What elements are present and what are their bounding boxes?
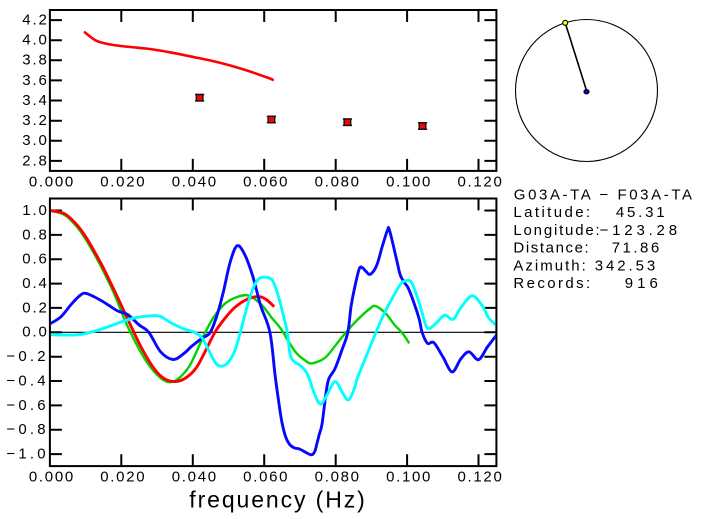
svg-text:3.8: 3.8 — [22, 52, 49, 69]
svg-text:0.020: 0.020 — [100, 469, 146, 486]
svg-text:0.080: 0.080 — [315, 173, 361, 190]
svg-text:−1.0: −1.0 — [6, 446, 48, 463]
svg-text:2.8: 2.8 — [22, 152, 49, 169]
svg-text:0.020: 0.020 — [100, 173, 146, 190]
svg-text:3.0: 3.0 — [22, 132, 49, 149]
svg-text:3.2: 3.2 — [22, 112, 49, 129]
svg-text:0.6: 0.6 — [22, 251, 49, 268]
svg-text:0.100: 0.100 — [386, 469, 432, 486]
svg-text:0.0: 0.0 — [22, 324, 49, 341]
svg-text:71.86: 71.86 — [612, 240, 662, 257]
svg-text:916: 916 — [625, 275, 662, 292]
svg-text:4.0: 4.0 — [22, 32, 49, 49]
svg-text:45.31: 45.31 — [616, 204, 668, 221]
svg-text:0.060: 0.060 — [243, 173, 289, 190]
svg-text:0.4: 0.4 — [22, 275, 49, 292]
svg-text:0.040: 0.040 — [172, 469, 218, 486]
svg-text:−0.8: −0.8 — [6, 421, 48, 438]
svg-text:342.53: 342.53 — [595, 257, 658, 274]
svg-text:−0.6: −0.6 — [6, 397, 48, 414]
svg-text:G03A-TA − F03A-TA: G03A-TA − F03A-TA — [514, 186, 695, 203]
svg-text:Records:: Records: — [513, 275, 592, 292]
svg-text:0.8: 0.8 — [22, 226, 49, 243]
svg-text:Latitude:: Latitude: — [513, 204, 592, 221]
svg-text:0.120: 0.120 — [457, 469, 503, 486]
svg-text:3.6: 3.6 — [22, 72, 49, 89]
svg-text:3.4: 3.4 — [22, 92, 49, 109]
svg-text:0.000: 0.000 — [29, 173, 75, 190]
svg-text:frequency (Hz): frequency (Hz) — [189, 487, 366, 513]
svg-text:Longitude:: Longitude: — [513, 222, 601, 239]
svg-text:0.120: 0.120 — [457, 173, 503, 190]
svg-text:4.2: 4.2 — [22, 12, 49, 29]
svg-text:0.000: 0.000 — [29, 469, 75, 486]
svg-text:1.0: 1.0 — [22, 202, 49, 219]
svg-text:Distance:: Distance: — [513, 240, 590, 257]
svg-text:Azimuth:: Azimuth: — [513, 257, 587, 274]
svg-text:−0.2: −0.2 — [6, 348, 48, 365]
svg-text:0.060: 0.060 — [243, 469, 289, 486]
svg-text:0.040: 0.040 — [172, 173, 218, 190]
svg-text:0.100: 0.100 — [386, 173, 432, 190]
svg-text:−123.28: −123.28 — [600, 222, 681, 239]
svg-text:−0.4: −0.4 — [6, 372, 48, 389]
svg-text:0.080: 0.080 — [315, 469, 361, 486]
svg-text:0.2: 0.2 — [22, 299, 49, 316]
